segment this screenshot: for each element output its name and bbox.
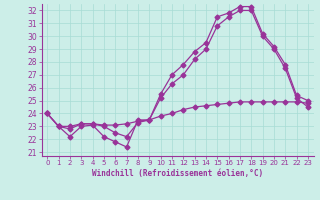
- X-axis label: Windchill (Refroidissement éolien,°C): Windchill (Refroidissement éolien,°C): [92, 169, 263, 178]
